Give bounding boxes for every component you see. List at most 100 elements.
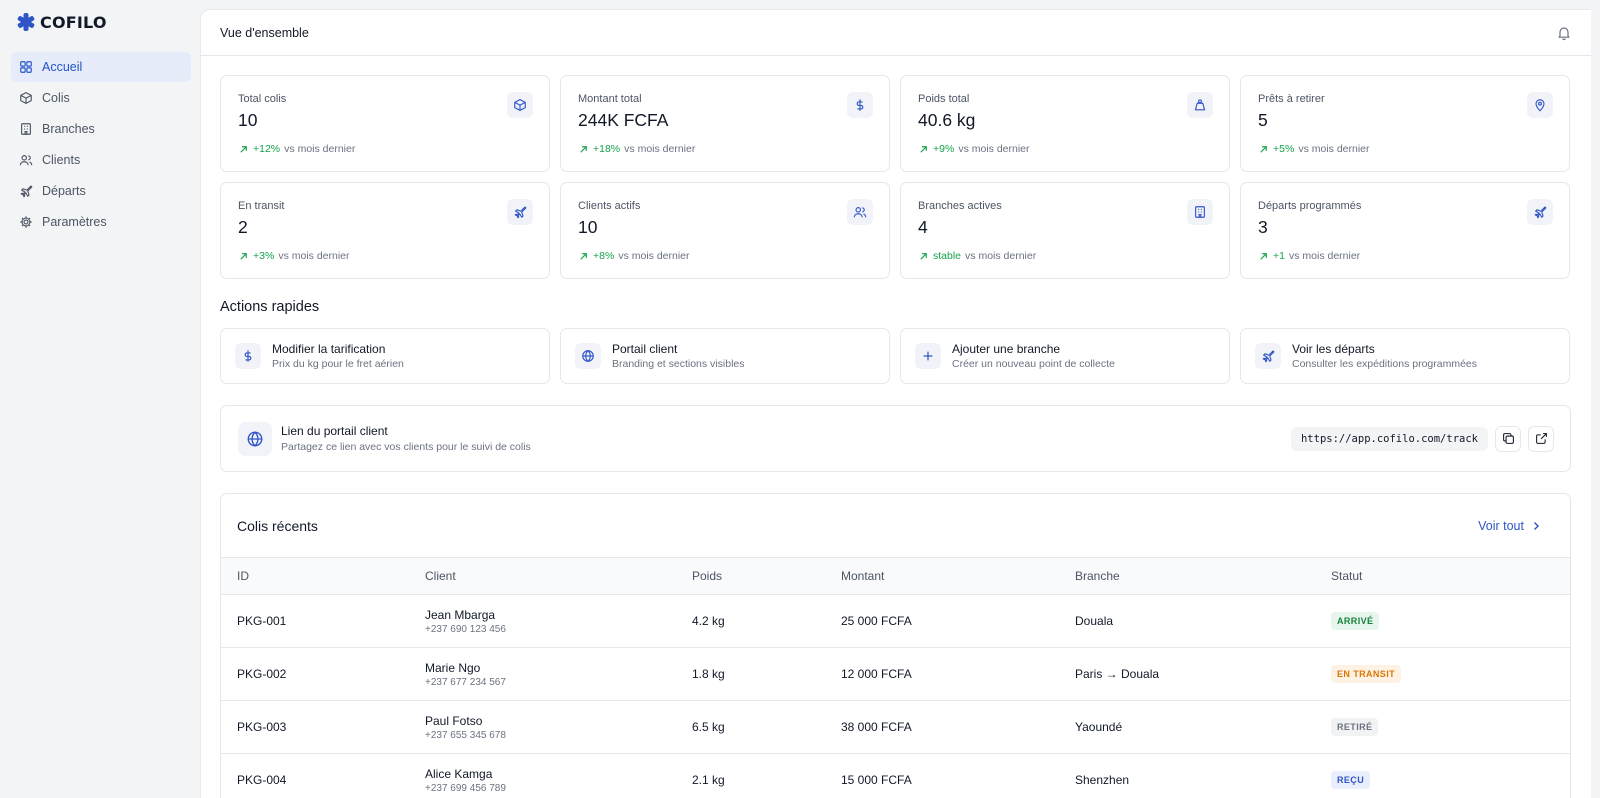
trend-up-icon xyxy=(578,144,589,155)
package-icon xyxy=(507,92,533,118)
plane-icon xyxy=(507,199,533,225)
trend-value: +18% xyxy=(593,143,621,155)
external-link-icon xyxy=(1535,432,1548,445)
status-cell: RETIRÉ xyxy=(1315,700,1570,754)
trend-up-icon xyxy=(1258,251,1269,262)
column-header[interactable]: Statut xyxy=(1315,557,1570,595)
trend-up-icon xyxy=(1258,144,1269,155)
client-cell: Marie Ngo +237 677 234 567 xyxy=(409,647,676,701)
stat-label: Total colis xyxy=(238,93,287,105)
stat-trend: +8% vs mois dernier xyxy=(578,250,873,262)
action-voir-departs[interactable]: Voir les départs Consulter les expéditio… xyxy=(1240,328,1570,384)
package-id: PKG-004 xyxy=(221,753,409,798)
bell-icon[interactable] xyxy=(1556,25,1572,41)
trend-value: +1 xyxy=(1273,250,1285,262)
column-header[interactable]: Montant xyxy=(825,557,1059,595)
action-portail-client[interactable]: Portail client Branding et sections visi… xyxy=(560,328,890,384)
open-link-button[interactable] xyxy=(1528,425,1554,452)
client-name: Jean Mbarga xyxy=(425,607,496,622)
action-ajouter-branche[interactable]: Ajouter une branche Créer un nouveau poi… xyxy=(900,328,1230,384)
status-badge: EN TRANSIT xyxy=(1331,665,1401,683)
sidebar-item-label: Départs xyxy=(42,184,86,198)
client-phone: +237 690 123 456 xyxy=(425,623,506,635)
stat-card-clients-actifs: Clients actifs 10 +8% vs mois dernier xyxy=(560,182,890,279)
stat-label: Clients actifs xyxy=(578,200,641,212)
gear-icon xyxy=(19,215,33,229)
stat-value: 40.6 kg xyxy=(918,110,976,130)
column-header[interactable]: Client xyxy=(409,557,676,595)
users-icon xyxy=(19,153,33,167)
copy-icon xyxy=(1502,432,1515,445)
portal-link-card: Lien du portail client Partagez ce lien … xyxy=(220,405,1571,472)
table-row[interactable]: PKG-004 Alice Kamga +237 699 456 789 2.1… xyxy=(221,753,1570,798)
trend-up-icon xyxy=(238,251,249,262)
package-icon xyxy=(19,91,33,105)
trend-suffix: vs mois dernier xyxy=(618,250,690,262)
sidebar-item-branches[interactable]: Branches xyxy=(11,114,191,144)
sidebar-item-colis[interactable]: Colis xyxy=(11,83,191,113)
status-cell: EN TRANSIT xyxy=(1315,647,1570,701)
package-branch: Shenzhen xyxy=(1059,753,1315,798)
action-modifier-tarification[interactable]: Modifier la tarification Prix du kg pour… xyxy=(220,328,550,384)
quick-actions-title: Actions rapides xyxy=(220,299,320,315)
table-row[interactable]: PKG-001 Jean Mbarga +237 690 123 456 4.2… xyxy=(221,594,1570,648)
status-badge: RETIRÉ xyxy=(1331,718,1379,736)
trend-up-icon xyxy=(578,251,589,262)
globe-icon xyxy=(238,421,272,456)
plane-icon xyxy=(1255,343,1281,369)
client-cell: Jean Mbarga +237 690 123 456 xyxy=(409,594,676,648)
sidebar-item-departs[interactable]: Départs xyxy=(11,176,191,206)
column-header[interactable]: Poids xyxy=(676,557,825,595)
table-row[interactable]: PKG-002 Marie Ngo +237 677 234 567 1.8 k… xyxy=(221,647,1570,701)
stat-card-departs-programmes: Départs programmés 3 +1 vs mois dernier xyxy=(1240,182,1570,279)
see-all-label: Voir tout xyxy=(1478,518,1524,533)
table-row[interactable]: PKG-003 Paul Fotso +237 655 345 678 6.5 … xyxy=(221,700,1570,754)
see-all-link[interactable]: Voir tout xyxy=(1478,519,1542,533)
building-icon xyxy=(1187,199,1213,225)
portal-subtitle: Partagez ce lien avec vos clients pour l… xyxy=(281,441,531,453)
stat-trend: stable vs mois dernier xyxy=(918,250,1213,262)
recent-table: ID Client Poids Montant Branche Statut P… xyxy=(221,557,1570,798)
trend-suffix: vs mois dernier xyxy=(965,250,1037,262)
stat-value: 2 xyxy=(238,217,248,237)
stat-label: En transit xyxy=(238,200,285,212)
trend-value: +5% xyxy=(1273,143,1295,155)
action-subtitle: Créer un nouveau point de collecte xyxy=(952,358,1115,370)
sidebar-nav: Accueil Colis Branches Clients Départs xyxy=(11,52,191,238)
status-cell: ARRIVÉ xyxy=(1315,594,1570,648)
users-icon xyxy=(847,199,873,225)
status-cell: REÇU xyxy=(1315,753,1570,798)
app-logo[interactable]: COFILO xyxy=(16,12,107,32)
sidebar-item-accueil[interactable]: Accueil xyxy=(11,52,191,82)
page-title: Vue d'ensemble xyxy=(220,25,309,40)
client-phone: +237 677 234 567 xyxy=(425,676,506,688)
stat-value: 244K FCFA xyxy=(578,110,669,130)
stat-trend: +9% vs mois dernier xyxy=(918,143,1213,155)
sidebar-item-parametres[interactable]: Paramètres xyxy=(11,207,191,237)
stat-trend: +18% vs mois dernier xyxy=(578,143,873,155)
client-name: Paul Fotso xyxy=(425,713,483,728)
client-name: Marie Ngo xyxy=(425,660,481,675)
sidebar: COFILO Accueil Colis Branches Clients xyxy=(0,0,200,798)
column-header[interactable]: ID xyxy=(221,557,409,595)
building-icon xyxy=(19,122,33,136)
column-header[interactable]: Branche xyxy=(1059,557,1315,595)
app-name: COFILO xyxy=(40,12,107,32)
package-weight: 6.5 kg xyxy=(676,700,825,754)
portal-url[interactable]: https://app.cofilo.com/track xyxy=(1290,426,1488,451)
sidebar-item-label: Paramètres xyxy=(42,215,107,229)
package-amount: 15 000 FCFA xyxy=(825,753,1059,798)
stats-grid: Total colis 10 +12% vs mois dernier Mont… xyxy=(220,75,1571,279)
stat-label: Prêts à retirer xyxy=(1258,93,1325,105)
sidebar-item-label: Branches xyxy=(42,122,95,136)
trend-suffix: vs mois dernier xyxy=(1288,250,1361,262)
sidebar-item-clients[interactable]: Clients xyxy=(11,145,191,175)
client-phone: +237 699 456 789 xyxy=(425,782,506,794)
stat-trend: +5% vs mois dernier xyxy=(1258,143,1553,155)
stat-card-prets-a-retirer: Prêts à retirer 5 +5% vs mois dernier xyxy=(1240,75,1570,172)
copy-link-button[interactable] xyxy=(1495,425,1521,452)
stat-trend: +12% vs mois dernier xyxy=(238,143,533,155)
trend-suffix: vs mois dernier xyxy=(284,143,356,155)
stat-label: Montant total xyxy=(578,93,642,105)
stat-value: 4 xyxy=(918,217,928,237)
